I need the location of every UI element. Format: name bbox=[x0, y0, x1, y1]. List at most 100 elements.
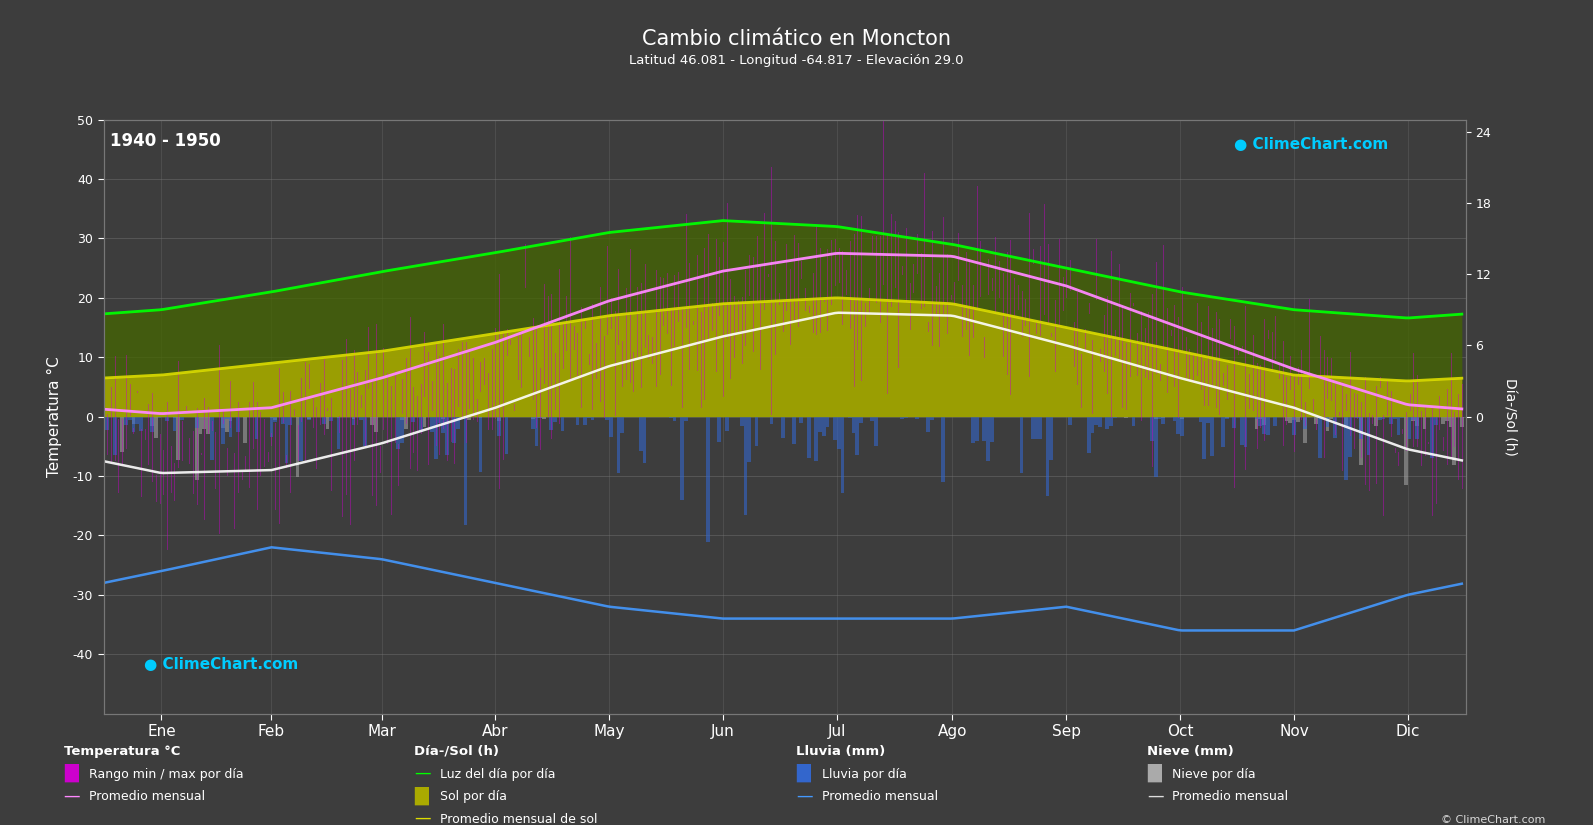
Bar bbox=[859, 417, 863, 423]
Bar bbox=[1153, 417, 1158, 477]
Text: █: █ bbox=[796, 764, 811, 782]
Bar bbox=[370, 417, 374, 425]
Bar bbox=[1314, 417, 1317, 424]
Bar bbox=[1325, 417, 1329, 427]
Bar bbox=[255, 417, 258, 439]
Bar bbox=[228, 417, 233, 436]
Bar bbox=[166, 417, 169, 422]
Text: Promedio mensual: Promedio mensual bbox=[1172, 790, 1289, 804]
Bar bbox=[903, 417, 908, 418]
Bar bbox=[400, 417, 405, 420]
Bar bbox=[221, 417, 225, 444]
Bar bbox=[814, 417, 819, 461]
Bar bbox=[1325, 417, 1329, 431]
Bar bbox=[1176, 417, 1180, 434]
Bar bbox=[172, 417, 177, 418]
Bar bbox=[1258, 417, 1262, 426]
Bar bbox=[1344, 417, 1348, 480]
Bar bbox=[322, 417, 325, 424]
Bar bbox=[914, 417, 919, 419]
Bar bbox=[1292, 417, 1295, 435]
Bar bbox=[609, 417, 613, 437]
Bar bbox=[1367, 417, 1370, 455]
Bar bbox=[478, 417, 483, 418]
Bar bbox=[769, 417, 773, 424]
Bar bbox=[497, 417, 500, 422]
Bar bbox=[1262, 417, 1266, 434]
Bar bbox=[1180, 417, 1184, 419]
Bar bbox=[199, 417, 202, 434]
Bar bbox=[113, 417, 116, 455]
Bar bbox=[1153, 417, 1158, 419]
Bar bbox=[819, 417, 822, 432]
Bar bbox=[285, 417, 288, 463]
Text: —: — bbox=[796, 786, 812, 804]
Text: Promedio mensual de sol: Promedio mensual de sol bbox=[440, 813, 597, 825]
Bar bbox=[1255, 417, 1258, 418]
Bar bbox=[1244, 417, 1247, 446]
Bar bbox=[639, 417, 642, 451]
Bar bbox=[132, 417, 135, 432]
Bar bbox=[683, 417, 688, 421]
Bar bbox=[1392, 417, 1397, 419]
Bar bbox=[330, 417, 333, 421]
Bar bbox=[1344, 417, 1348, 426]
Bar bbox=[755, 417, 758, 446]
Bar bbox=[121, 417, 124, 452]
Bar bbox=[374, 417, 378, 431]
Bar bbox=[1239, 417, 1244, 445]
Bar bbox=[1233, 417, 1236, 428]
Bar bbox=[280, 417, 285, 424]
Bar bbox=[1322, 417, 1325, 418]
Bar bbox=[336, 417, 341, 449]
Bar bbox=[124, 417, 127, 425]
Bar bbox=[561, 417, 564, 431]
Bar bbox=[1284, 417, 1289, 421]
Bar bbox=[1098, 417, 1102, 427]
Bar bbox=[411, 417, 416, 422]
Bar bbox=[452, 417, 456, 443]
Bar bbox=[127, 417, 132, 420]
Text: —: — bbox=[414, 764, 430, 782]
Bar bbox=[1203, 417, 1206, 459]
Bar bbox=[1180, 417, 1184, 436]
Bar bbox=[202, 417, 205, 429]
Bar bbox=[1381, 417, 1386, 419]
Bar bbox=[725, 417, 728, 431]
Bar bbox=[591, 417, 594, 420]
Bar bbox=[538, 417, 542, 418]
Bar bbox=[822, 417, 825, 436]
Bar bbox=[1375, 417, 1378, 426]
Bar bbox=[1423, 417, 1426, 429]
Bar bbox=[941, 417, 945, 483]
Bar bbox=[352, 417, 355, 425]
Bar bbox=[150, 417, 155, 431]
Bar bbox=[586, 417, 591, 418]
Bar bbox=[180, 417, 183, 420]
Bar bbox=[1039, 417, 1042, 439]
Bar bbox=[1303, 417, 1306, 429]
Bar bbox=[800, 417, 803, 422]
Bar bbox=[989, 417, 994, 442]
Bar bbox=[441, 417, 444, 433]
Bar bbox=[158, 417, 161, 418]
Bar bbox=[1273, 417, 1278, 427]
Bar bbox=[530, 417, 535, 429]
Bar bbox=[1114, 417, 1117, 418]
Text: 1940 - 1950: 1940 - 1950 bbox=[110, 131, 221, 149]
Bar bbox=[296, 417, 299, 477]
Bar bbox=[430, 417, 433, 432]
Bar bbox=[1459, 417, 1464, 427]
Bar bbox=[1292, 417, 1295, 420]
Bar bbox=[102, 417, 105, 429]
Text: © ClimeChart.com: © ClimeChart.com bbox=[1440, 815, 1545, 825]
Bar bbox=[1225, 417, 1228, 419]
Bar bbox=[505, 417, 508, 454]
Bar bbox=[1442, 417, 1445, 423]
Bar bbox=[358, 417, 363, 421]
Bar bbox=[363, 417, 366, 446]
Bar bbox=[150, 417, 155, 427]
Text: Sol por día: Sol por día bbox=[440, 790, 507, 804]
Bar bbox=[1206, 417, 1211, 423]
Bar bbox=[1222, 417, 1225, 447]
